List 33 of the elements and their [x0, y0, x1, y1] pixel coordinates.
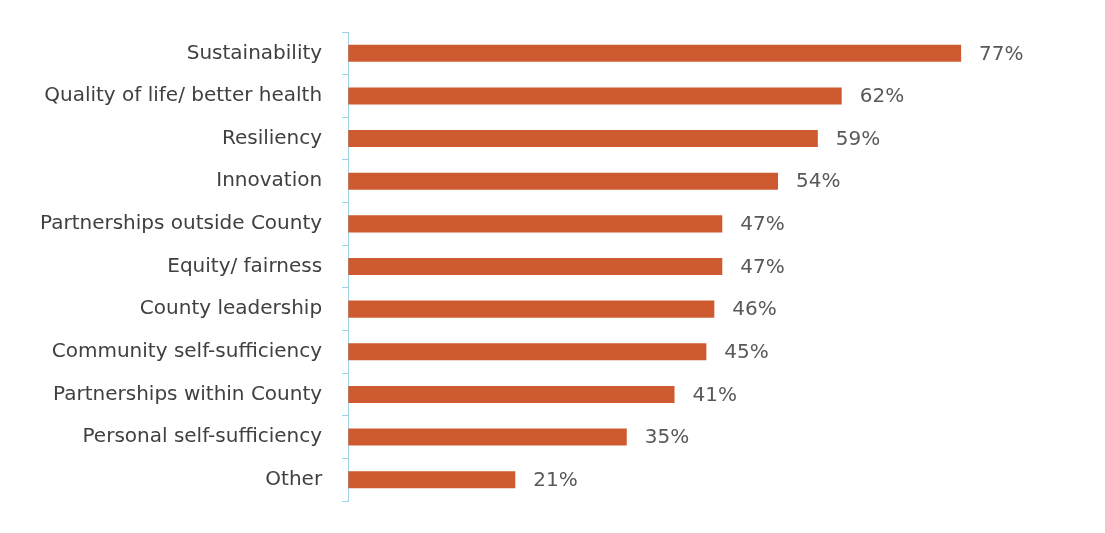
- y-tick-label: Quality of life/ better health: [44, 82, 323, 107]
- data-label: 47%: [740, 253, 785, 278]
- y-tick-label: Community self-sufficiency: [51, 337, 323, 362]
- bar: [348, 385, 675, 403]
- bar: [348, 215, 723, 233]
- y-tick-label: Other: [265, 465, 323, 490]
- y-tick-label: County leadership: [139, 295, 323, 320]
- y-tick-label: Personal self-sufficiency: [82, 423, 323, 448]
- bar: [348, 471, 516, 489]
- data-label: 45%: [724, 338, 769, 363]
- y-tick-label: Sustainability: [186, 39, 323, 64]
- bar: [348, 44, 962, 62]
- y-tick-label: Partnerships outside County: [39, 210, 323, 235]
- y-tick-label: Partnerships within County: [53, 380, 323, 405]
- data-label: 47%: [740, 211, 785, 236]
- data-label: 59%: [835, 125, 881, 150]
- y-tick-label: Resiliency: [221, 124, 323, 149]
- data-label: 41%: [692, 381, 737, 406]
- bar: [348, 87, 842, 105]
- y-tick-label: Innovation: [216, 167, 323, 192]
- data-label: 77%: [979, 40, 1024, 65]
- data-label: 35%: [644, 424, 690, 449]
- y-tick-label: Equity/ fairness: [167, 252, 323, 277]
- bar: [348, 130, 818, 148]
- data-label: 21%: [533, 466, 578, 491]
- bar: [348, 172, 779, 190]
- data-label: 46%: [732, 296, 777, 321]
- bar: [348, 257, 723, 276]
- data-label: 54%: [796, 168, 841, 193]
- data-label: 62%: [859, 83, 905, 108]
- bar: [348, 300, 715, 318]
- bar: [348, 343, 707, 361]
- bar: [348, 428, 627, 446]
